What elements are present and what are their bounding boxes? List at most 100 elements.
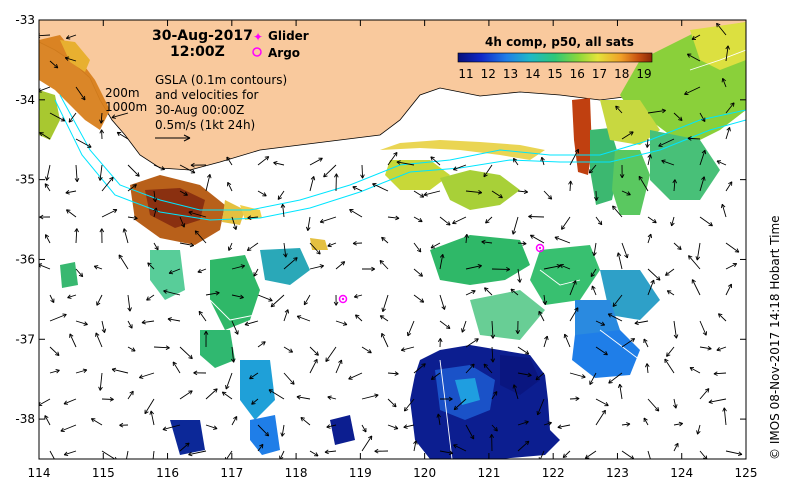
velocity-arrow	[406, 320, 415, 337]
velocity-arrow	[403, 398, 415, 412]
velocity-arrow	[400, 346, 415, 352]
argo-symbol	[252, 47, 262, 57]
velocity-arrow	[452, 216, 467, 225]
x-tick-label: 115	[92, 466, 115, 480]
velocity-arrow	[621, 242, 629, 259]
velocity-arrow	[67, 294, 77, 299]
velocity-arrow	[327, 395, 337, 400]
velocity-arrow	[621, 190, 631, 196]
velocity-arrow	[595, 346, 608, 356]
velocity-arrow	[75, 138, 92, 148]
velocity-arrow	[561, 216, 571, 230]
velocity-arrow	[372, 183, 389, 192]
velocity-arrow	[167, 317, 181, 322]
velocity-arrow	[664, 358, 675, 374]
velocity-arrow	[569, 396, 580, 401]
velocity-arrow	[517, 268, 522, 283]
velocity-arrow	[63, 450, 77, 456]
velocity-arrow	[672, 179, 678, 192]
velocity-arrow	[283, 346, 294, 353]
velocity-arrow	[619, 164, 625, 179]
velocity-arrow	[153, 242, 159, 251]
velocity-arrow	[403, 424, 415, 429]
velocity-arrow	[39, 132, 51, 140]
velocity-arrow	[323, 164, 337, 178]
colorbar-tick-label: 15	[547, 67, 562, 81]
velocity-arrow	[535, 372, 545, 381]
velocity-arrow	[75, 86, 86, 101]
velocity-arrow	[224, 450, 233, 459]
velocity-arrow	[725, 181, 733, 192]
velocity-arrow	[326, 424, 337, 429]
velocity-arrow	[205, 290, 220, 296]
velocity-arrow	[595, 409, 606, 426]
velocity-arrow	[699, 112, 706, 122]
velocity-arrow	[75, 268, 84, 278]
velocity-arrow	[643, 338, 649, 348]
velocity-arrow	[349, 209, 363, 218]
velocity-arrow	[720, 203, 727, 218]
velocity-arrow	[374, 448, 389, 454]
velocity-arrow	[621, 338, 636, 348]
velocity-arrow	[101, 209, 118, 218]
velocity-arrow	[483, 164, 493, 178]
velocity-arrow	[387, 371, 399, 376]
velocity-arrow	[481, 239, 493, 245]
velocity-arrow	[193, 370, 207, 376]
velocity-arrow	[490, 346, 496, 363]
velocity-arrow	[559, 263, 571, 270]
velocity-arrow	[647, 108, 666, 114]
velocity-arrow	[257, 294, 273, 302]
velocity-arrow	[270, 294, 285, 308]
velocity-arrow	[257, 424, 270, 437]
velocity-arrow	[226, 156, 233, 166]
velocity-arrow	[722, 407, 727, 426]
velocity-arrow	[325, 346, 337, 362]
colorbar-tick-label: 11	[458, 67, 473, 81]
velocity-arrow	[381, 236, 389, 244]
velocity-arrow	[512, 384, 519, 400]
velocity-arrow	[44, 183, 51, 192]
platform-legend: ✦ Glider Argo	[252, 29, 309, 60]
velocity-arrow	[465, 363, 475, 374]
velocity-arrow	[453, 444, 467, 452]
velocity-arrow	[147, 262, 155, 270]
velocity-arrow	[699, 149, 707, 166]
velocity-arrow	[257, 341, 266, 348]
velocity-arrow	[670, 216, 675, 227]
velocity-arrow	[153, 207, 158, 218]
plot-frame	[38, 19, 747, 460]
colorbar-tick-label: 17	[592, 67, 607, 81]
velocity-arrow	[119, 422, 129, 428]
velocity-arrow	[538, 450, 545, 459]
velocity-arrow	[74, 228, 79, 244]
velocity-arrow	[483, 363, 493, 374]
velocity-arrow	[607, 313, 623, 322]
velocity-arrow	[686, 53, 701, 62]
velocity-arrow	[141, 319, 155, 325]
velocity-arrow	[280, 424, 285, 437]
velocity-arrow	[413, 363, 426, 374]
colorbar-title: 4h comp, p50, all sats	[485, 35, 634, 49]
velocity-arrow	[491, 424, 498, 432]
velocity-arrow	[152, 190, 158, 203]
velocity-arrow	[436, 413, 442, 426]
velocity-arrow	[569, 307, 579, 322]
velocity-arrow	[439, 450, 454, 456]
colorbar-tick-label: 14	[525, 67, 540, 81]
velocity-arrow	[716, 160, 727, 166]
velocity-arrow	[283, 257, 298, 270]
velocity-arrow	[725, 262, 738, 270]
velocity-arrow	[111, 367, 129, 374]
gsla-line-4: 0.5m/s (1kt 24h)	[155, 118, 255, 132]
glider-label: Glider	[268, 29, 309, 43]
velocity-arrow	[465, 338, 479, 348]
velocity-arrow	[179, 190, 188, 196]
velocity-arrow	[699, 388, 710, 400]
velocity-arrow	[95, 332, 103, 348]
argo-float-marker	[535, 243, 545, 253]
velocity-arrow	[163, 289, 181, 296]
velocity-arrow	[45, 234, 51, 244]
x-tick-label: 117	[220, 466, 243, 480]
velocity-arrow	[517, 372, 532, 378]
